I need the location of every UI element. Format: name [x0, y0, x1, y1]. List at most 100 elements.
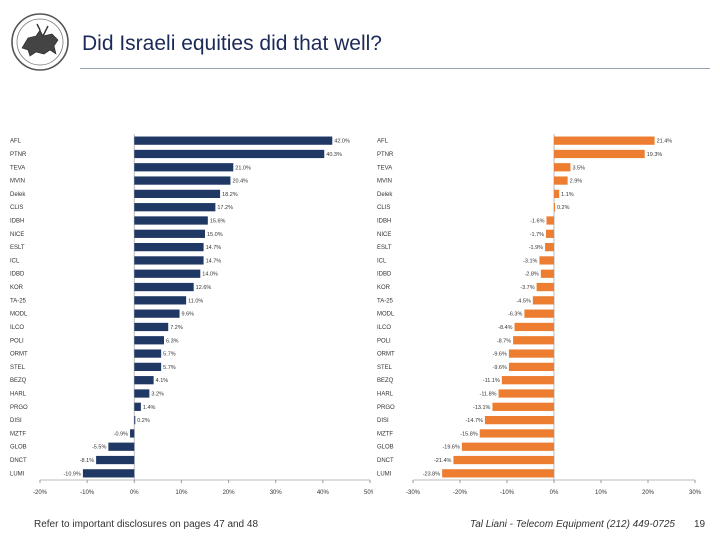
right-data-label: -11.8% — [480, 392, 497, 398]
right-bar — [539, 256, 554, 265]
right-category-label: TEVA — [377, 165, 392, 171]
left-data-label: 14.0% — [202, 272, 218, 278]
left-category-label: DNCT — [10, 458, 27, 464]
left-data-label: 42.0% — [334, 139, 350, 145]
right-data-label: -23.8% — [423, 471, 441, 477]
right-bar — [540, 269, 554, 278]
right-bar — [545, 242, 554, 252]
right-bar — [501, 376, 554, 385]
left-category-label: IDBD — [10, 272, 25, 278]
right-data-label: -1.6% — [530, 219, 544, 225]
left-data-label: 15.6% — [210, 219, 226, 225]
right-category-label: PTNR — [377, 152, 394, 158]
right-data-label: -6.3% — [508, 312, 522, 318]
left-bar — [134, 216, 208, 225]
left-bar — [134, 362, 162, 372]
left-bar — [134, 389, 150, 398]
right-bar — [532, 296, 554, 305]
right-data-label: 0.2% — [557, 205, 570, 211]
right-data-label: -8.4% — [498, 325, 512, 331]
right-bar — [554, 189, 560, 199]
left-bar — [134, 322, 169, 332]
left-category-label: AFL — [10, 139, 22, 145]
right-category-label: GLOB — [377, 445, 394, 451]
chart-left: -20% -10% 0% 10% 20% 30% 40% 50% AFL 42.0% PTNR 40.… — [10, 134, 373, 496]
left-data-label: 15.0% — [207, 232, 223, 238]
bull-logo — [11, 13, 69, 71]
left-data-label: -10.9% — [63, 471, 81, 477]
right-bar — [524, 309, 554, 318]
right-tick-label: -10% — [500, 490, 515, 496]
right-bar — [508, 362, 554, 372]
left-category-label: ILCO — [10, 325, 24, 331]
right-category-label: HARL — [377, 392, 394, 398]
right-bar — [554, 203, 555, 212]
left-bar — [108, 442, 135, 451]
left-data-label: 9.6% — [182, 312, 195, 318]
left-data-label: -0.9% — [114, 431, 128, 437]
left-data-label: 18.2% — [222, 192, 238, 198]
left-bar — [134, 256, 204, 265]
left-data-label: 40.3% — [326, 152, 342, 158]
left-category-label: NICE — [10, 232, 24, 238]
left-bar — [134, 136, 333, 145]
left-data-label: 12.6% — [196, 285, 212, 291]
left-category-label: PRGO — [10, 405, 28, 411]
left-category-label: Delek — [10, 192, 26, 198]
right-data-label: -2.8% — [524, 272, 538, 278]
left-category-label: MVIN — [10, 179, 25, 185]
right-tick-label: -30% — [406, 490, 421, 496]
right-bar — [492, 402, 554, 411]
left-bar — [134, 282, 194, 292]
left-tick-label: 0% — [130, 490, 139, 496]
left-data-label: 21.0% — [235, 165, 251, 171]
right-bar — [554, 163, 571, 172]
right-category-label: MODL — [377, 312, 395, 318]
disclosure-footer: Refer to important disclosures on pages … — [34, 519, 259, 530]
left-bar — [134, 296, 187, 305]
left-category-label: KOR — [10, 285, 24, 291]
right-data-label: 2.9% — [570, 179, 583, 185]
right-bar — [461, 442, 554, 451]
right-category-label: IDBH — [377, 219, 391, 225]
left-bar — [82, 469, 135, 478]
left-tick-label: -10% — [80, 490, 95, 496]
left-category-label: MODL — [10, 312, 28, 318]
right-bar — [554, 136, 655, 145]
left-bar — [134, 203, 216, 212]
left-category-label: LUMI — [10, 471, 25, 477]
right-data-label: -11.1% — [483, 378, 500, 384]
right-bar — [554, 176, 568, 185]
right-data-label: 3.5% — [572, 165, 585, 171]
left-data-label: 7.2% — [170, 325, 183, 331]
right-bar — [498, 389, 554, 398]
left-data-label: 3.2% — [151, 392, 164, 398]
right-tick-label: 10% — [595, 490, 608, 496]
left-data-label: 14.7% — [206, 258, 222, 264]
right-category-label: NICE — [377, 232, 391, 238]
left-bar — [134, 309, 180, 318]
right-category-label: AFL — [377, 139, 389, 145]
left-bar — [134, 336, 164, 345]
right-data-label: -13.1% — [473, 405, 491, 411]
left-bar — [134, 376, 154, 385]
right-tick-label: 30% — [689, 490, 702, 496]
right-bar — [546, 229, 554, 238]
right-category-label: MZTF — [377, 431, 393, 437]
left-data-label: 14.7% — [206, 245, 222, 251]
slide-title: Did Israeli equities did that well? — [82, 32, 382, 55]
right-bar — [453, 455, 554, 465]
right-bar — [479, 429, 554, 438]
left-data-label: -5.5% — [92, 445, 106, 451]
left-data-label: 11.0% — [188, 298, 203, 304]
left-bar — [134, 415, 136, 425]
left-bar — [134, 189, 221, 199]
right-category-label: ILCO — [377, 325, 391, 331]
right-data-label: -3.7% — [520, 285, 534, 291]
right-category-label: PRGO — [377, 405, 395, 411]
right-bar — [513, 336, 554, 345]
right-data-label: -1.9% — [529, 245, 543, 251]
right-category-label: KOR — [377, 285, 391, 291]
left-tick-label: -20% — [33, 490, 48, 496]
right-data-label: -15.8% — [460, 431, 478, 437]
